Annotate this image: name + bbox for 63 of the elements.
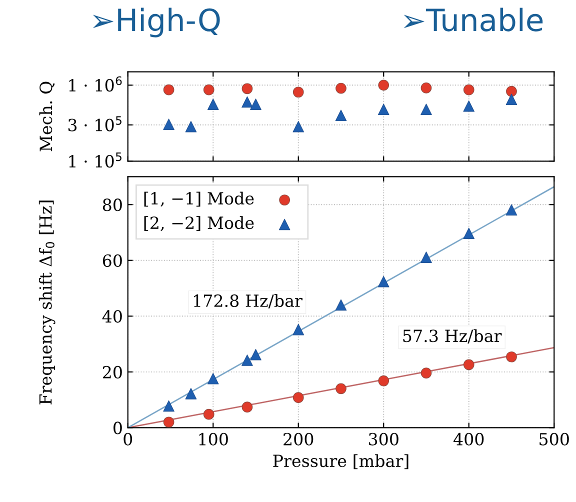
point: [463, 84, 474, 96]
point: [163, 118, 174, 130]
point: [292, 120, 304, 132]
point: [250, 348, 262, 360]
point: [242, 83, 253, 94]
y-axis-title: Frequency shift Δf$_{0}$ [Hz]: [38, 200, 56, 404]
point: [463, 228, 475, 239]
y-tick-label: 60: [102, 254, 122, 267]
x-axis-title: Pressure [mbar]: [273, 454, 408, 470]
x-tick-label: 200: [284, 432, 314, 446]
point: [292, 86, 304, 98]
annotation: 172.8 Hz/bar: [194, 294, 302, 308]
point: [336, 82, 346, 94]
point: [463, 100, 475, 112]
point: [292, 324, 304, 336]
point: [250, 98, 262, 110]
point: [420, 82, 432, 94]
point: [163, 416, 174, 428]
x-tick-label: 400: [453, 432, 484, 446]
x-tick-label: 500: [540, 432, 569, 446]
point: [242, 402, 253, 412]
legend-label: [2, −2] Mode: [144, 216, 254, 232]
point: [335, 299, 347, 311]
point: [292, 392, 304, 404]
point: [378, 104, 390, 116]
point: [378, 80, 390, 91]
text: ➢High-Q: [92, 8, 220, 38]
x-tick-label: 300: [368, 432, 398, 446]
point: [420, 252, 432, 263]
point: [463, 359, 474, 370]
point: [207, 372, 219, 384]
point: [378, 276, 390, 288]
point: [420, 368, 432, 378]
point: [163, 84, 174, 96]
point: [185, 388, 197, 400]
y-tick-label: 80: [102, 198, 122, 212]
point: [242, 354, 253, 366]
point: [378, 375, 390, 386]
point: [203, 408, 214, 420]
legend-label: [1, −1] Mode: [144, 192, 254, 207]
x-tick-label: 100: [199, 432, 228, 446]
point: [506, 351, 517, 362]
y-tick-label: 1 · 10$^{6}$: [69, 76, 122, 92]
y-tick-label: 0: [114, 422, 122, 434]
point: [203, 84, 214, 96]
y-axis-title: Mech. Q: [39, 82, 55, 152]
point: [336, 383, 346, 394]
y-tick-label: 3 · 10$^{5}$: [68, 116, 122, 132]
y-tick-label: 40: [102, 310, 122, 323]
point: [185, 120, 197, 132]
text: ➢Tunable: [404, 8, 543, 32]
point: [242, 96, 253, 108]
x-tick-label: 0: [124, 432, 132, 446]
point: [506, 86, 517, 97]
annotation: 57.3 Hz/bar: [403, 329, 502, 344]
point: [163, 400, 174, 412]
y-tick-label: 1 · 10$^{5}$: [69, 152, 122, 168]
point: [207, 98, 219, 110]
point: [506, 94, 518, 106]
y-tick-label: 20: [102, 366, 122, 378]
point: [420, 104, 432, 116]
point: [506, 204, 518, 216]
point: [335, 110, 347, 122]
